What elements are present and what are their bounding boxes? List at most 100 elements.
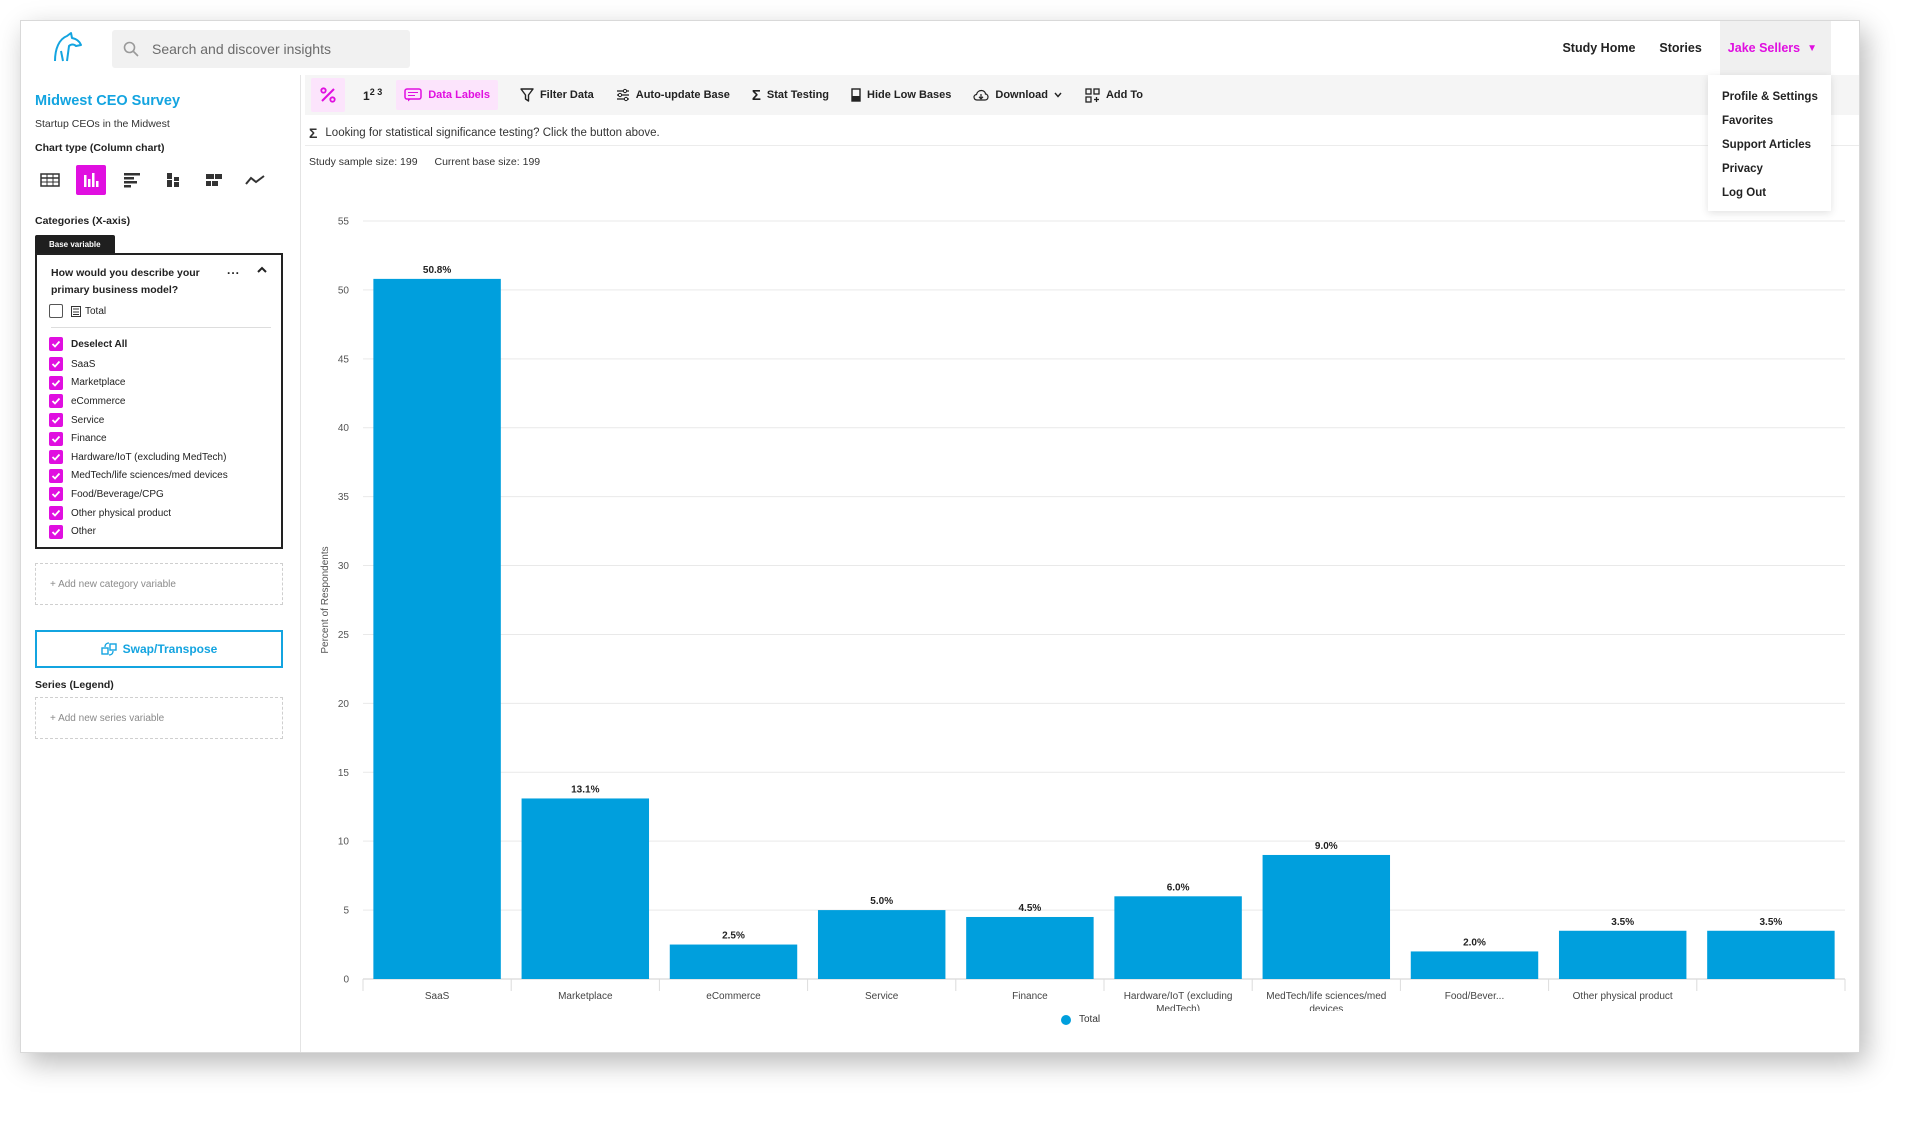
x-tick-label: Marketplace <box>558 991 613 1002</box>
x-tick-label-line: MedTech/life sciences/med <box>1266 991 1386 1002</box>
chart-legend: Total <box>1061 1014 1100 1025</box>
list-item[interactable]: Finance <box>49 429 228 448</box>
list-item[interactable]: Marketplace <box>49 374 228 393</box>
stacked-bar-chart-icon[interactable] <box>199 165 229 195</box>
logo-icon[interactable] <box>47 31 87 65</box>
top-bar: Study Home Stories Jake Sellers ▼ <box>21 21 1859 75</box>
chevron-down-icon <box>1054 92 1062 98</box>
data-labels-button[interactable]: Data Labels <box>396 80 498 110</box>
x-tick-label: Hardware/IoT (excluding MedTech) <box>1124 991 1233 1011</box>
checkbox-checked-icon[interactable] <box>49 375 63 390</box>
checkbox-checked-icon[interactable] <box>49 394 63 409</box>
checkbox-checked-icon[interactable] <box>49 506 63 521</box>
stat-testing-button[interactable]: Σ Stat Testing <box>752 87 829 104</box>
sidebar: Midwest CEO Survey Startup CEOs in the M… <box>21 75 301 1052</box>
total-checkbox[interactable] <box>49 304 63 318</box>
variable-question: How would you describe your primary busi… <box>51 267 200 296</box>
menu-item-privacy[interactable]: Privacy <box>1722 163 1763 175</box>
y-tick-label: 0 <box>343 975 349 986</box>
x-tick-label-line: Service <box>865 991 899 1002</box>
x-tick-label: eCommerce <box>706 991 761 1002</box>
hide-low-bases-button[interactable]: Hide Low Bases <box>851 88 951 102</box>
percent-toggle-icon[interactable] <box>311 78 345 112</box>
divider <box>305 145 1859 146</box>
add-to-button[interactable]: Add To <box>1085 87 1143 103</box>
table-chart-icon[interactable] <box>35 165 65 195</box>
study-subtitle: Startup CEOs in the Midwest <box>35 118 170 130</box>
y-tick-label: 15 <box>338 768 350 779</box>
checkbox-checked-icon[interactable] <box>49 431 63 446</box>
data-labels-label: Data Labels <box>428 89 490 101</box>
chart-bar <box>1262 854 1391 979</box>
y-tick-label: 50 <box>338 285 350 296</box>
stories-link[interactable]: Stories <box>1659 41 1702 55</box>
total-option[interactable]: Total <box>49 304 106 318</box>
menu-item-profile-settings[interactable]: Profile & Settings <box>1722 91 1818 103</box>
deselect-all-label: Deselect All <box>71 338 128 350</box>
menu-item-support-articles[interactable]: Support Articles <box>1722 139 1812 151</box>
chart-bar <box>1114 896 1242 979</box>
study-title[interactable]: Midwest CEO Survey <box>35 93 181 109</box>
user-menu-button[interactable]: Jake Sellers ▼ <box>1719 21 1831 75</box>
list-item[interactable]: Service <box>49 411 228 430</box>
stacked-column-chart-icon[interactable] <box>158 165 188 195</box>
x-tick-label-line: devices <box>1309 1004 1343 1011</box>
chart-bar <box>373 278 501 979</box>
download-label: Download <box>995 89 1048 101</box>
list-item[interactable]: MedTech/life sciences/med devices <box>49 467 228 486</box>
checkbox-checked-icon[interactable] <box>49 468 63 483</box>
checkbox-checked-icon[interactable] <box>49 487 63 502</box>
chevron-up-icon[interactable] <box>255 263 269 277</box>
option-label: Other physical product <box>71 507 172 519</box>
search-input[interactable] <box>152 41 392 57</box>
current-base-size: Current base size: 199 <box>434 156 541 168</box>
study-home-link[interactable]: Study Home <box>1562 41 1636 55</box>
deselect-all-option[interactable]: Deselect All <box>49 333 228 355</box>
checkbox-checked-icon[interactable] <box>49 337 63 351</box>
add-series-variable[interactable]: + Add new series variable <box>35 697 283 739</box>
x-tick-label-line: MedTech) <box>1156 1004 1200 1011</box>
list-item[interactable]: Food/Beverage/CPG <box>49 485 228 504</box>
checkbox-checked-icon[interactable] <box>49 413 63 428</box>
line-chart-icon[interactable] <box>240 165 270 195</box>
sliders-icon <box>616 88 629 102</box>
menu-item-log-out[interactable]: Log Out <box>1722 187 1767 199</box>
filter-data-label: Filter Data <box>539 89 594 101</box>
x-tick-label: MedTech/life sciences/med devices <box>1266 991 1386 1011</box>
filter-data-button[interactable]: Filter Data <box>520 88 594 102</box>
swap-transpose-button[interactable]: Swap/Transpose <box>35 630 283 668</box>
checkbox-checked-icon[interactable] <box>49 450 63 465</box>
menu-item-favorites[interactable]: Favorites <box>1722 115 1774 127</box>
chart-bar <box>966 916 1094 979</box>
auto-update-base-button[interactable]: Auto-update Base <box>616 88 730 102</box>
data-label: 13.1% <box>571 784 599 795</box>
list-item[interactable]: SaaS <box>49 355 228 374</box>
option-label: Finance <box>71 433 107 445</box>
bar-chart-icon[interactable] <box>117 165 147 195</box>
checkbox-checked-icon[interactable] <box>49 524 63 539</box>
top-nav: Study Home Stories Jake Sellers ▼ <box>1538 21 1859 75</box>
list-item[interactable]: Hardware/IoT (excluding MedTech) <box>49 448 228 467</box>
chart-bar <box>669 944 798 979</box>
y-tick-label: 10 <box>338 837 350 848</box>
search-bar[interactable] <box>112 30 410 68</box>
add-category-variable[interactable]: + Add new category variable <box>35 563 283 605</box>
download-button[interactable]: Download <box>973 89 1063 102</box>
chart-bar <box>1558 930 1687 979</box>
y-tick-label: 30 <box>338 561 350 572</box>
option-label: SaaS <box>71 358 96 370</box>
chart-type-label: Chart type (Column chart) <box>35 142 165 154</box>
numbers-toggle-icon[interactable]: 12 3 <box>363 87 382 103</box>
y-tick-label: 45 <box>338 354 350 365</box>
y-tick-label: 20 <box>338 699 350 710</box>
data-label: 5.0% <box>870 896 893 907</box>
list-item[interactable]: Other <box>49 522 228 541</box>
checkbox-checked-icon[interactable] <box>49 357 63 372</box>
y-tick-label: 5 <box>343 906 349 917</box>
more-options-icon[interactable]: ... <box>227 263 241 277</box>
list-item[interactable]: eCommerce <box>49 392 228 411</box>
column-chart-icon[interactable] <box>76 165 106 195</box>
option-label: Food/Beverage/CPG <box>71 488 164 500</box>
list-item[interactable]: Other physical product <box>49 504 228 523</box>
data-label: 6.0% <box>1167 882 1190 893</box>
